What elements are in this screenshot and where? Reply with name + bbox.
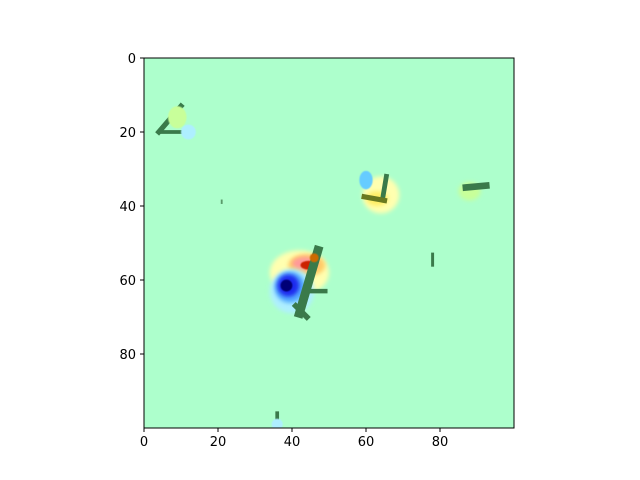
x-tick-label: 80 [432, 435, 449, 450]
y-tick-label: 40 [119, 200, 136, 215]
heatmap-features [155, 102, 490, 428]
heatmap-stroke-10 [462, 182, 490, 192]
heatmap-stroke-8 [361, 193, 388, 204]
y-tick-label: 20 [119, 126, 136, 141]
heatmap-blob-24 [309, 253, 319, 263]
heatmap-blob-3 [181, 124, 196, 140]
x-tick-label: 60 [358, 435, 375, 450]
heatmap-blob-6 [359, 170, 373, 190]
y-tick-label: 80 [119, 348, 136, 363]
y-tick-label: 0 [128, 52, 136, 67]
heatmap-blob-2 [168, 106, 187, 129]
x-tick-label: 20 [210, 435, 227, 450]
heatmap-stroke-23 [291, 301, 311, 321]
x-tick-label: 0 [140, 435, 148, 450]
heatmap-blob-26 [271, 418, 283, 428]
y-tick-label: 60 [119, 274, 136, 289]
heatmap-blob-20 [280, 279, 293, 292]
x-tick-label: 40 [284, 435, 301, 450]
y-axis: 0 20 40 60 80 [119, 52, 144, 363]
heatmap-image [144, 58, 514, 428]
axes-frame [143, 57, 515, 429]
heatmap-background [144, 58, 514, 428]
x-axis: 0 20 40 60 80 [140, 428, 448, 450]
heatmap-stroke-7 [379, 173, 390, 202]
